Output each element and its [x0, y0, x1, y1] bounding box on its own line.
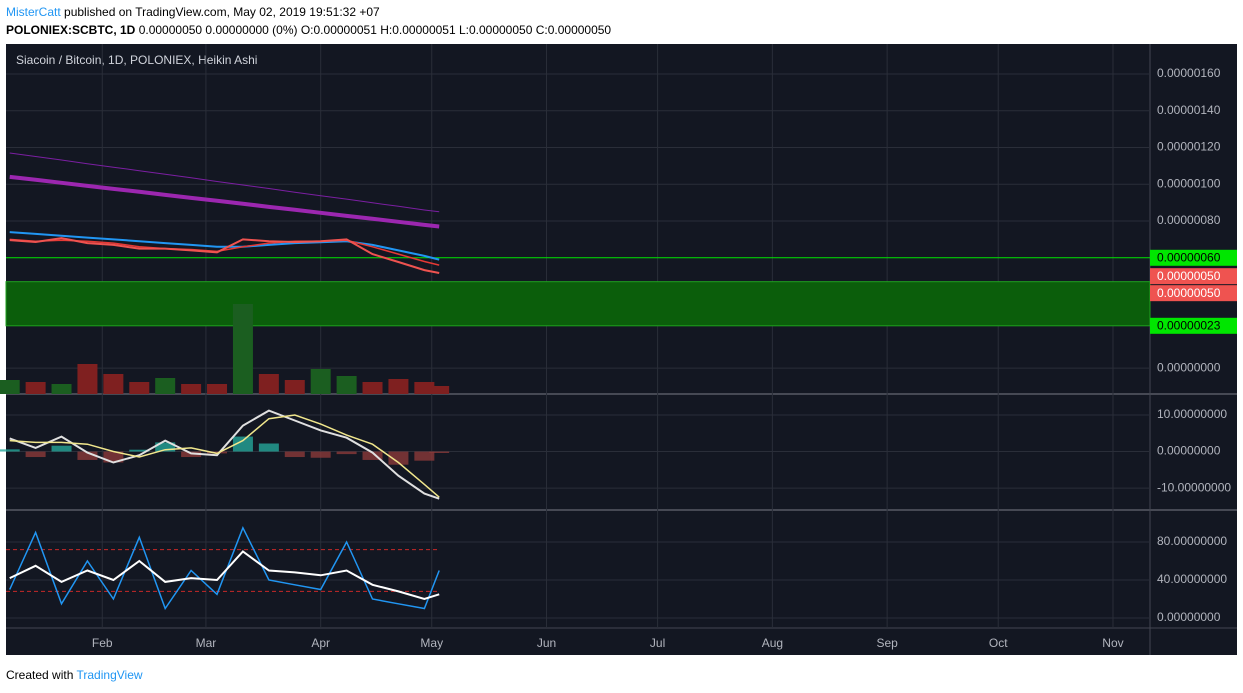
- histogram-bar: [388, 451, 409, 465]
- volume-bar: [258, 374, 279, 394]
- y-tick-label: 0.00000120: [1157, 140, 1221, 154]
- header-line: MisterCatt published on TradingView.com,…: [6, 5, 380, 19]
- histogram-bar: [258, 443, 279, 452]
- histogram-bar: [77, 451, 98, 460]
- price-badge-label: 0.00000023: [1157, 318, 1221, 332]
- y-tick-label: 0.00000000: [1157, 610, 1221, 624]
- volume-bar: [51, 384, 72, 394]
- price-badge-label: 0.00000060: [1157, 250, 1221, 264]
- volume-bar: [362, 382, 383, 394]
- y-tick-label: 40.00000000: [1157, 572, 1227, 586]
- histogram-bar: [414, 451, 435, 461]
- volume-bar: [77, 364, 98, 394]
- volume-bar: [429, 386, 450, 394]
- price-badge: [1150, 249, 1237, 266]
- volume-bar: [103, 374, 124, 394]
- volume-bar: [232, 304, 253, 394]
- histogram-bar: [155, 442, 176, 452]
- histogram-bar: [103, 451, 124, 463]
- volume-bar: [310, 369, 331, 394]
- y-tick-label: 0.00000000: [1157, 444, 1221, 458]
- x-tick-label: Feb: [92, 636, 113, 650]
- series-line: [9, 152, 440, 213]
- author[interactable]: MisterCatt: [6, 5, 61, 19]
- x-tick-label: Jun: [537, 636, 556, 650]
- y-tick-label: 0.00000160: [1157, 66, 1221, 80]
- x-tick-label: Aug: [762, 636, 783, 650]
- symbol: POLONIEX:SCBTC, 1D: [6, 23, 136, 37]
- footer-prefix: Created with: [6, 668, 74, 682]
- series-line: [9, 409, 440, 500]
- y-tick-label: 80.00000000: [1157, 534, 1227, 548]
- published: published on TradingView.com, May 02, 20…: [64, 5, 380, 19]
- x-tick-label: Oct: [989, 636, 1008, 650]
- y-tick-label: 0.00000000: [1157, 360, 1221, 374]
- histogram-bar: [0, 449, 20, 452]
- series-line: [9, 237, 440, 274]
- histogram-bar: [284, 451, 305, 458]
- x-tick-label: Sep: [876, 636, 898, 650]
- series-line: [9, 414, 440, 498]
- quote: 0.00000050 0.00000000 (0%) O:0.00000051 …: [138, 23, 612, 37]
- price-badge-label: 0.00000050: [1157, 269, 1221, 283]
- price-badge-label: 0.00000050: [1157, 286, 1221, 300]
- histogram-bar: [362, 451, 383, 460]
- series-line: [9, 238, 440, 266]
- histogram-bar: [207, 451, 228, 454]
- series-line: [9, 550, 440, 601]
- y-tick-label: 10.00000000: [1157, 407, 1227, 421]
- x-tick-label: Nov: [1102, 636, 1123, 650]
- volume-bar: [129, 382, 150, 394]
- price-badge: [1150, 285, 1237, 302]
- histogram-bar: [129, 449, 150, 452]
- volume-bar: [155, 378, 176, 394]
- price-badge: [1150, 317, 1237, 334]
- histogram-bar: [429, 451, 450, 454]
- volume-bar: [207, 384, 228, 394]
- volume-bar: [284, 380, 305, 394]
- series-line: [9, 174, 440, 229]
- histogram-bar: [310, 451, 331, 458]
- price-badge: [1150, 268, 1237, 285]
- histogram-bar: [336, 451, 357, 455]
- volume-bar: [181, 384, 202, 394]
- zone: [5, 281, 1151, 327]
- y-tick-label: -10.00000000: [1157, 480, 1231, 494]
- chart-background: [6, 44, 1237, 655]
- x-tick-label: May: [420, 636, 443, 650]
- footer-brand[interactable]: TradingView: [76, 668, 143, 682]
- volume-bar: [388, 379, 409, 394]
- histogram-bar: [232, 436, 253, 452]
- volume-bar: [25, 382, 46, 394]
- series-line: [9, 525, 440, 611]
- chart-title: Siacoin / Bitcoin, 1D, POLONIEX, Heikin …: [16, 53, 257, 67]
- histogram-bar: [25, 451, 46, 458]
- y-tick-label: 0.00000100: [1157, 176, 1221, 190]
- y-tick-label: 0.00000080: [1157, 213, 1221, 227]
- volume-bar: [0, 380, 20, 394]
- x-tick-label: Mar: [196, 636, 217, 650]
- x-tick-label: Jul: [650, 636, 665, 650]
- x-tick-label: Apr: [311, 636, 330, 650]
- volume-bar: [336, 376, 357, 394]
- y-tick-label: 0.00000140: [1157, 103, 1221, 117]
- histogram-bar: [51, 445, 72, 452]
- quote-line: POLONIEX:SCBTC, 1D 0.00000050 0.00000000…: [6, 23, 611, 37]
- footer: Created with TradingView: [6, 668, 143, 682]
